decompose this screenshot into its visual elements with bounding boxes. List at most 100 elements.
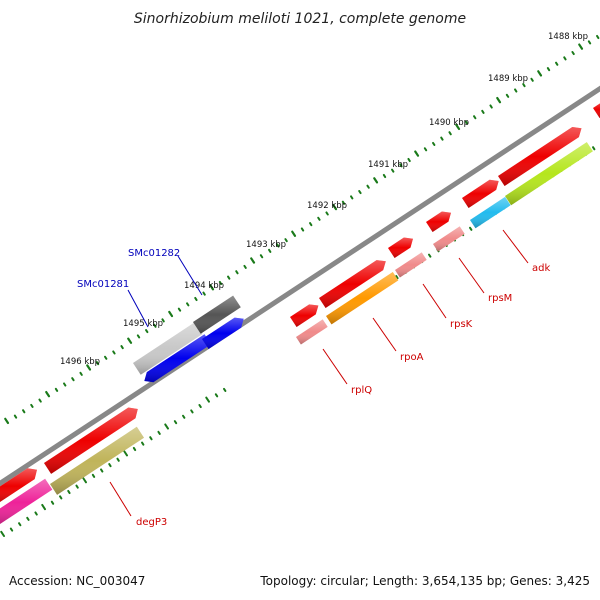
tick-labels: 1488 kbp 1489 kbp 1490 kbp 1491 kbp 1492 kbp… xyxy=(60,32,588,367)
tick-mark xyxy=(104,355,108,360)
tick-label: 1490 kbp xyxy=(429,118,469,128)
tick-mark xyxy=(54,387,59,392)
tick-mark xyxy=(530,77,534,82)
degp3-cds-shading xyxy=(44,407,138,474)
tick-mark xyxy=(284,238,288,243)
tick-mark xyxy=(153,323,157,328)
tick-label: 1492 kbp xyxy=(307,201,347,211)
tick-mark xyxy=(300,227,305,232)
gene-label-rpoa[interactable]: rpoA xyxy=(400,352,424,363)
rpoa-cds-shading xyxy=(319,260,386,308)
gene-labels: adk rpsM rpsK rpoA rplQ degP3 SMc01282 SMc01281 xyxy=(77,248,550,528)
tick-mark xyxy=(473,115,477,120)
tick-mark xyxy=(414,150,420,157)
tick-mark xyxy=(198,404,202,409)
tick-mark xyxy=(366,184,370,189)
leader-line-adk xyxy=(502,229,529,264)
tick-mark xyxy=(190,409,194,414)
tick-mark xyxy=(496,96,502,104)
tick-label: 1493 kbp xyxy=(246,240,286,250)
rpsk-cds-shading xyxy=(388,237,413,258)
tick-mark xyxy=(18,522,22,527)
gene-label-adk[interactable]: adk xyxy=(532,263,550,274)
adk-neighbor-ortholog-shading xyxy=(505,142,593,206)
tick-mark xyxy=(407,157,411,163)
gene-label-smc01282[interactable]: SMc01282 xyxy=(128,248,180,259)
tick-mark xyxy=(505,93,510,98)
tick-mark xyxy=(341,200,346,205)
tick-mark xyxy=(291,230,297,237)
tick-mark xyxy=(214,393,219,398)
rpoa-ortholog-shading xyxy=(326,272,399,325)
smc01281-cds-shading xyxy=(144,334,212,383)
tick-mark xyxy=(223,387,227,392)
tick-mark xyxy=(127,337,133,344)
tick-mark xyxy=(587,40,592,45)
tick-mark xyxy=(395,275,399,280)
tick-mark xyxy=(555,61,559,66)
tick-mark xyxy=(514,88,518,93)
tick-mark xyxy=(82,477,87,484)
genome-summary-text: Topology: circular; Length: 3,654,135 bp… xyxy=(260,574,590,588)
outer-tick-ring xyxy=(4,34,600,425)
tick-mark xyxy=(86,364,92,371)
tick-mark xyxy=(373,177,379,184)
gene-label-degp3[interactable]: degP3 xyxy=(136,517,167,528)
tick-label: 1495 kbp xyxy=(123,319,163,329)
tick-mark xyxy=(259,254,264,259)
tick-mark xyxy=(571,51,575,56)
tick-mark xyxy=(79,371,83,376)
tick-mark xyxy=(325,211,329,216)
tick-mark xyxy=(67,489,71,495)
tick-mark xyxy=(91,473,96,478)
tick-mark xyxy=(45,390,51,398)
tick-mark xyxy=(112,350,116,355)
tick-mark xyxy=(136,334,141,339)
tick-mark xyxy=(141,441,145,446)
tick-mark xyxy=(71,377,75,382)
tick-mark xyxy=(173,420,178,425)
rpsm-ortholog-shading xyxy=(433,226,465,252)
tick-mark xyxy=(182,414,186,419)
accession-text: Accession: NC_003047 xyxy=(9,574,146,588)
tick-mark xyxy=(276,243,280,248)
tick-mark xyxy=(157,430,161,435)
tick-mark xyxy=(13,414,18,419)
tick-mark xyxy=(30,403,34,408)
tick-mark xyxy=(0,530,5,537)
degp3-ortholog-shading xyxy=(50,426,144,495)
tick-mark xyxy=(250,257,256,264)
tick-mark xyxy=(209,284,215,291)
smc01282-cds-shading xyxy=(202,317,244,349)
tick-mark xyxy=(100,468,104,473)
tick-mark xyxy=(108,463,112,468)
tick-mark xyxy=(41,503,46,511)
tick-mark xyxy=(194,296,198,302)
degp3-neighbor-cds-shading xyxy=(0,468,37,503)
tick-mark xyxy=(63,382,67,387)
tick-mark xyxy=(168,310,174,318)
gene-label-rpsk[interactable]: rpsK xyxy=(450,319,473,330)
tick-mark xyxy=(227,275,231,280)
tick-mark xyxy=(391,168,395,173)
gene-label-smc01281[interactable]: SMc01281 xyxy=(77,279,129,290)
adk-cds-shading xyxy=(462,179,499,208)
tick-mark xyxy=(205,396,210,403)
tick-label: 1491 kbp xyxy=(368,160,408,170)
leader-line-degp3 xyxy=(109,481,132,517)
rplq-ortholog-shading xyxy=(296,319,328,345)
rpsm-cds-shading xyxy=(426,211,451,232)
gene-label-rpsm[interactable]: rpsM xyxy=(488,293,512,304)
tick-mark xyxy=(522,83,526,88)
gene-label-rplq[interactable]: rplQ xyxy=(351,385,372,396)
leader-line-smc01281 xyxy=(127,289,149,328)
tick-mark xyxy=(382,173,387,179)
tick-mark xyxy=(22,409,26,414)
edge-cds-shading xyxy=(593,103,600,118)
tick-mark xyxy=(116,457,120,462)
tick-mark xyxy=(59,495,63,500)
tick-mark xyxy=(448,131,452,136)
tick-mark xyxy=(332,203,338,211)
tick-mark xyxy=(432,141,436,146)
leader-line-rpsm xyxy=(458,257,485,294)
